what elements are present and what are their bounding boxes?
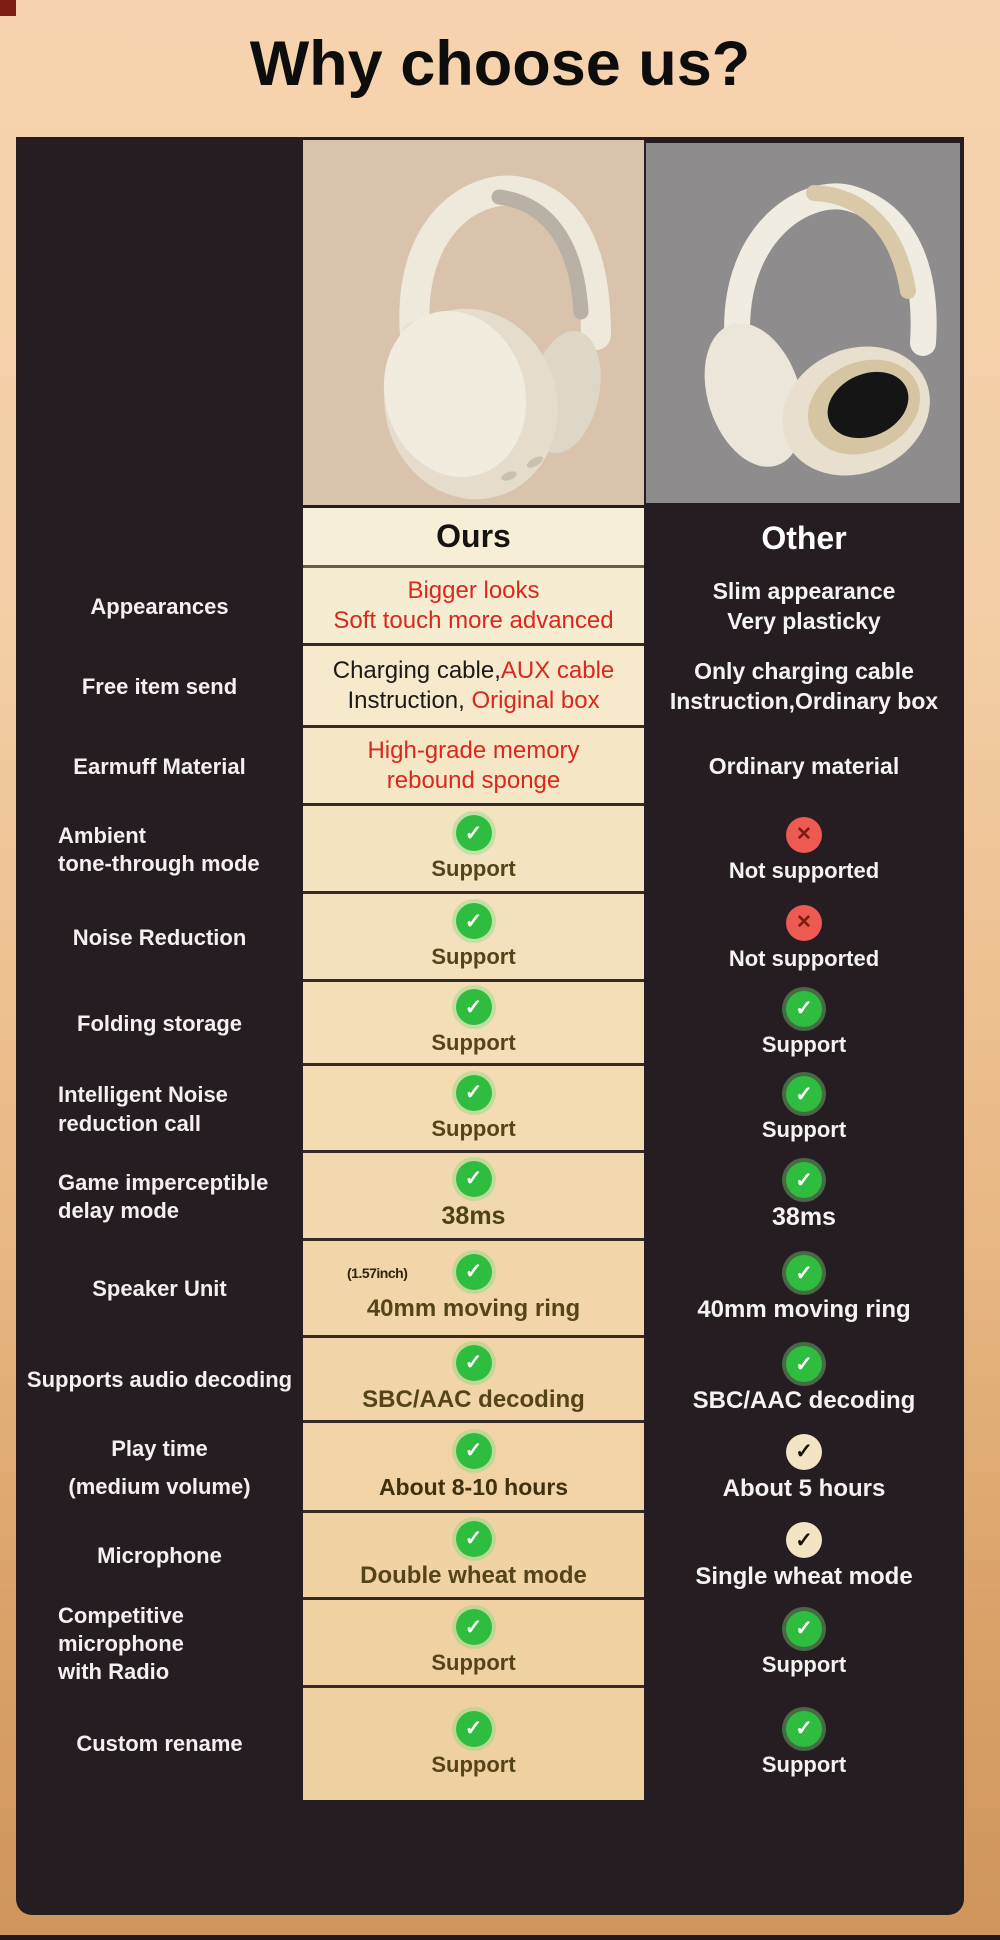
ours-cell: ✓ Support <box>303 982 644 1066</box>
other-header-cell: Other <box>644 508 964 568</box>
check-green-icon: ✓ <box>786 1162 822 1198</box>
ours-header: Ours <box>436 518 511 554</box>
ours-cell: ✓ Support <box>303 1688 644 1800</box>
cross-red-icon: ✕ <box>786 904 822 941</box>
check-beige-icon: ✓ <box>786 1522 822 1558</box>
check-green-icon: ✓ <box>455 1520 492 1557</box>
row-microphone: Microphone ✓ Double wheat mode ✓ Single … <box>16 1513 964 1600</box>
check-green-icon: ✓ <box>786 990 822 1027</box>
other-cell: ✓ Support <box>644 1688 964 1800</box>
row-label: Supports audio decoding <box>26 1367 293 1393</box>
ours-cell: ✓ Support <box>303 806 644 894</box>
other-cell: ✓ 38ms <box>644 1153 964 1241</box>
row-custom-rename: Custom rename ✓ Support ✓ Support <box>16 1688 964 1800</box>
row-label: Microphone <box>97 1543 222 1569</box>
check-green-icon: ✓ <box>455 989 492 1025</box>
check-green-icon: ✓ <box>455 1344 492 1381</box>
check-beige-icon: ✓ <box>786 1433 822 1470</box>
row-label: Folding storage <box>77 1010 242 1036</box>
check-green-icon: ✓ <box>455 1253 492 1290</box>
check-green-icon: ✓ <box>786 1710 822 1747</box>
inch-note: (1.57inch) <box>347 1265 408 1281</box>
row-label: Play time (medium volume) <box>68 1435 251 1499</box>
row-game-delay-mode: Game imperceptible delay mode ✓ 38ms ✓ 3… <box>16 1153 964 1241</box>
check-green-icon: ✓ <box>455 815 492 851</box>
comparison-table: Ours Other Appearances Bigger looks Soft… <box>16 508 964 1800</box>
other-cell: Only charging cable Instruction,Ordinary… <box>669 658 939 714</box>
row-folding-storage: Folding storage ✓ Support ✓ Support <box>16 982 964 1066</box>
row-appearances: Appearances Bigger looks Soft touch more… <box>16 568 964 646</box>
ours-cell: ✓ Support <box>303 1066 644 1153</box>
other-cell: ✓ SBC/AAC decoding <box>644 1338 964 1423</box>
ours-cell: ✓ Support <box>303 894 644 982</box>
other-cell: ✓ Support <box>644 982 964 1066</box>
row-intelligent-noise-call: Intelligent Noise reduction call ✓ Suppo… <box>16 1066 964 1153</box>
headphones-illustration <box>704 183 937 476</box>
check-green-icon: ✓ <box>455 1609 492 1645</box>
other-header: Other <box>761 519 847 556</box>
headphones-illustration <box>383 175 611 500</box>
ours-cell: ✓ Support <box>303 1600 644 1688</box>
check-green-icon: ✓ <box>455 1432 492 1469</box>
other-product-photo <box>646 143 960 503</box>
ours-cell: ✓ Double wheat mode <box>303 1513 644 1600</box>
ours-cell: Bigger looks Soft touch more advanced <box>303 568 644 646</box>
row-ambient-mode: Ambient tone-through mode ✓ Support ✕ No… <box>16 806 964 894</box>
header-label-spacer <box>16 508 303 568</box>
ours-header-cell: Ours <box>303 508 644 568</box>
row-label: Noise Reduction <box>72 924 247 950</box>
other-cell: Ordinary material <box>708 753 900 780</box>
row-earmuff-material: Earmuff Material High-grade memory rebou… <box>16 728 964 806</box>
row-competitive-microphone: Competitive microphone with Radio ✓ Supp… <box>16 1600 964 1688</box>
row-label: Appearances <box>90 593 229 619</box>
cross-red-icon: ✕ <box>786 816 822 853</box>
ours-cell: (1.57inch) ✓ 40mm moving ring <box>303 1241 644 1338</box>
row-label: Custom rename <box>76 1730 243 1756</box>
header-row: Ours Other <box>16 508 964 568</box>
bottom-edge-strip <box>0 1935 1000 1940</box>
other-cell: ✓ Support <box>644 1600 964 1688</box>
other-cell: ✕ Not supported <box>644 806 964 894</box>
check-green-icon: ✓ <box>455 903 492 939</box>
ours-product-photo <box>303 140 644 505</box>
row-label: Competitive microphone with Radio <box>58 1602 184 1685</box>
row-label: Earmuff Material <box>73 753 246 779</box>
check-green-icon: ✓ <box>786 1346 822 1382</box>
row-label: Speaker Unit <box>92 1276 227 1302</box>
row-free-item-send: Free item send Charging cable,AUX cable … <box>16 646 964 728</box>
other-cell: ✓ About 5 hours <box>644 1423 964 1513</box>
check-green-icon: ✓ <box>786 1076 822 1112</box>
other-cell: ✕ Not supported <box>644 894 964 982</box>
check-green-icon: ✓ <box>455 1160 492 1197</box>
row-speaker-unit: Speaker Unit (1.57inch) ✓ 40mm moving ri… <box>16 1241 964 1338</box>
ours-cell: High-grade memory rebound sponge <box>303 728 644 806</box>
row-noise-reduction: Noise Reduction ✓ Support ✕ Not supporte… <box>16 894 964 982</box>
ours-cell: ✓ About 8-10 hours <box>303 1423 644 1513</box>
corner-mark <box>0 0 16 16</box>
check-green-icon: ✓ <box>455 1710 492 1747</box>
row-label: Ambient tone-through mode <box>58 822 260 876</box>
check-green-icon: ✓ <box>455 1074 492 1111</box>
check-green-icon: ✓ <box>786 1610 822 1647</box>
row-label: Game imperceptible delay mode <box>58 1169 269 1223</box>
row-audio-decoding: Supports audio decoding ✓ SBC/AAC decodi… <box>16 1338 964 1423</box>
other-cell: ✓ Support <box>644 1066 964 1153</box>
row-label: Intelligent Noise reduction call <box>58 1082 228 1136</box>
ours-cell: Charging cable,AUX cable Instruction, Or… <box>303 646 644 728</box>
row-label: Free item send <box>81 673 238 699</box>
other-cell: ✓ 40mm moving ring <box>644 1241 964 1338</box>
check-green-icon: ✓ <box>786 1255 822 1291</box>
row-play-time: Play time (medium volume) ✓ About 8-10 h… <box>16 1423 964 1513</box>
other-cell: ✓ Single wheat mode <box>644 1513 964 1600</box>
ours-cell: ✓ 38ms <box>303 1153 644 1241</box>
ours-cell: ✓ SBC/AAC decoding <box>303 1338 644 1423</box>
other-cell: Slim appearance Very plasticky <box>712 578 896 634</box>
page-title: Why choose us? <box>249 29 751 99</box>
